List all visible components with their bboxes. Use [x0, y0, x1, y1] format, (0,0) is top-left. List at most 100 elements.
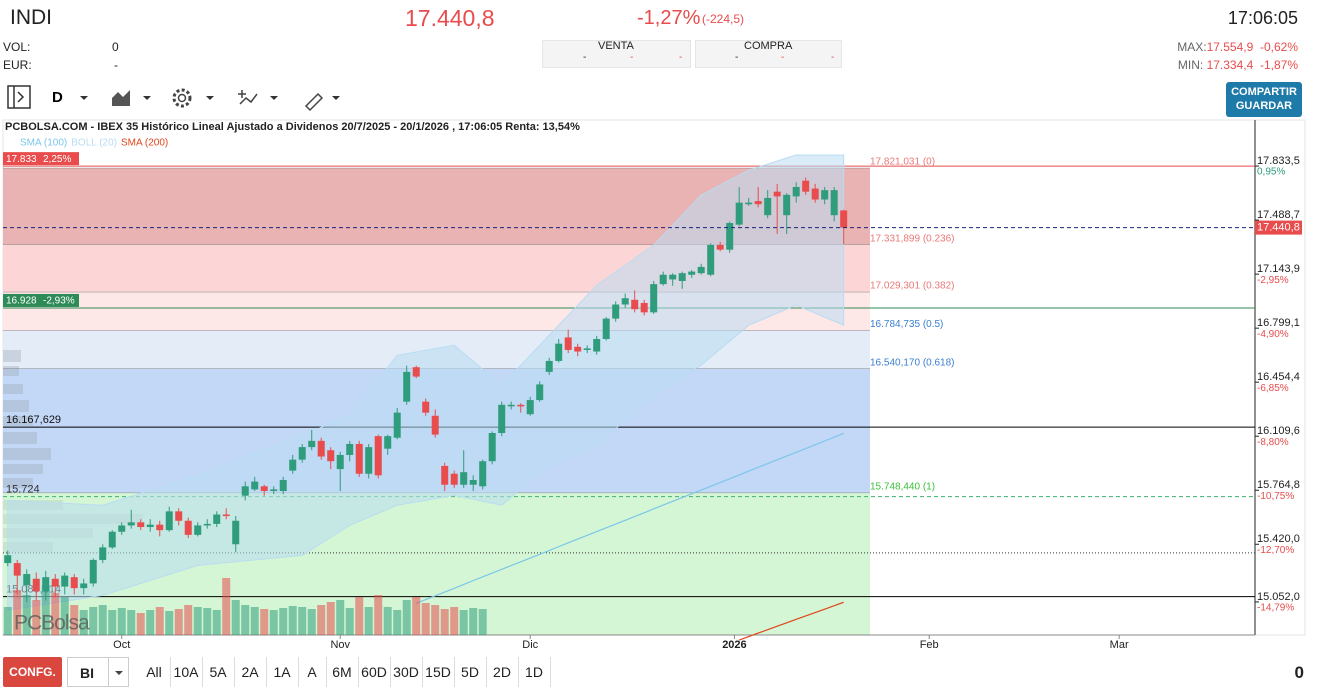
min-pct: -1,87% [1259, 58, 1298, 72]
candle-body [612, 304, 620, 319]
candle-body [564, 337, 572, 350]
volume-bar [3, 607, 12, 635]
range-button[interactable]: 15D [422, 657, 455, 687]
y-tick-pct: -12,70% [1257, 545, 1294, 556]
candle-body [241, 486, 249, 496]
draw-icon[interactable] [304, 92, 324, 112]
candle-body [175, 511, 183, 521]
range-button[interactable]: All [138, 657, 171, 687]
candle-body [640, 302, 648, 313]
range-button[interactable]: 6M [326, 657, 359, 687]
range-button[interactable]: 60D [358, 657, 391, 687]
candle-body [593, 338, 601, 352]
volume-bar [231, 600, 240, 635]
candle-body [213, 514, 221, 524]
panel-toggle[interactable] [7, 85, 31, 109]
candle-body [716, 244, 724, 250]
candle-body [517, 404, 525, 407]
share-button[interactable]: COMPARTIR GUARDAR [1226, 82, 1302, 117]
candle-body [602, 318, 610, 339]
venta-cell: - [630, 52, 634, 63]
y-tick-label: 15.052,0 [1257, 591, 1300, 603]
candle-body [99, 547, 107, 560]
candle-body [89, 559, 97, 584]
volume-bar [165, 611, 174, 635]
volume-bar [402, 600, 411, 635]
y-tick-pct: 0,95% [1257, 167, 1285, 178]
range-button[interactable]: 30D [390, 657, 423, 687]
level-tag [3, 152, 79, 166]
candle-body [374, 436, 382, 476]
venta-cell: - [583, 52, 587, 63]
candle-body [412, 367, 420, 377]
x-tick-label: Feb [920, 639, 939, 651]
candle-body [545, 360, 553, 372]
volume-bar [469, 608, 478, 635]
indicator-icon[interactable] [239, 93, 258, 105]
volume-bar [155, 607, 164, 635]
volume-bar [450, 607, 459, 635]
candle-body [783, 194, 791, 216]
level-pct: 2,25% [43, 154, 71, 165]
y-tick-label: 17.833,5 [1257, 155, 1300, 167]
candle-body [422, 401, 430, 413]
fib-label: 17.029,301 (0.382) [870, 281, 955, 292]
mode-label[interactable]: BI [80, 665, 94, 681]
volume-bar [203, 608, 212, 635]
last-price-label: 17.440,8 [1257, 222, 1300, 234]
candle-body [184, 520, 192, 535]
candle-body [403, 371, 411, 402]
volume-bar [127, 610, 136, 635]
candle-body [298, 447, 306, 460]
share-label[interactable]: COMPARTIR [1231, 86, 1297, 98]
range-button[interactable]: 10A [170, 657, 203, 687]
candle-body [498, 404, 506, 434]
candle-body [70, 577, 78, 589]
candle-body [488, 433, 496, 462]
max-pct: -0,62% [1259, 40, 1298, 54]
fib-label: 17.331,899 (0.236) [870, 233, 955, 244]
candle-body [308, 440, 316, 448]
range-button[interactable]: 2D [486, 657, 519, 687]
candle-body [631, 299, 639, 310]
volume-bar [98, 605, 107, 635]
settings-icon[interactable] [172, 88, 192, 108]
volume-bar [136, 613, 145, 635]
volume-bar [279, 608, 288, 635]
volume-bar [41, 585, 50, 635]
range-button[interactable]: 2A [234, 657, 267, 687]
candle-body [688, 271, 696, 275]
legend-entry: SMA (100) [20, 138, 67, 149]
fib-label: 15.748,440 (1) [870, 481, 935, 492]
range-button[interactable]: A [298, 657, 327, 687]
range-button[interactable]: 1A [266, 657, 299, 687]
config-button[interactable]: CONFG. [3, 657, 62, 687]
candle-body [32, 578, 40, 592]
range-button[interactable]: 5D [454, 657, 487, 687]
period[interactable]: D [52, 89, 63, 106]
candle-body [355, 443, 363, 474]
range-button[interactable]: 5A [202, 657, 235, 687]
candle-body [203, 523, 211, 526]
y-tick-pct: -14,79% [1257, 603, 1294, 614]
volume-bar [32, 600, 41, 635]
volume-bar [222, 578, 231, 635]
bollinger-band [7, 154, 845, 611]
save-label[interactable]: GUARDAR [1235, 100, 1293, 112]
y-tick-label: 16.454,4 [1257, 371, 1300, 383]
x-tick-label: Mar [1110, 639, 1129, 651]
chart-type-icon[interactable] [112, 90, 130, 106]
sma-line [415, 432, 844, 604]
y-tick-label: 15.420,0 [1257, 533, 1300, 545]
candle-body [460, 472, 468, 485]
y-tick-label: 17.488,7 [1257, 209, 1300, 221]
mode-select[interactable]: BI [67, 657, 129, 687]
toolbar: D [7, 85, 340, 112]
volume-bar [364, 607, 373, 635]
range-button[interactable]: 1D [518, 657, 551, 687]
footer-count: 0 [1294, 663, 1304, 682]
candle-body [393, 412, 401, 438]
volume-bar [146, 610, 155, 635]
level-label: 16.167,629 [6, 414, 61, 426]
volume-bar [345, 608, 354, 635]
